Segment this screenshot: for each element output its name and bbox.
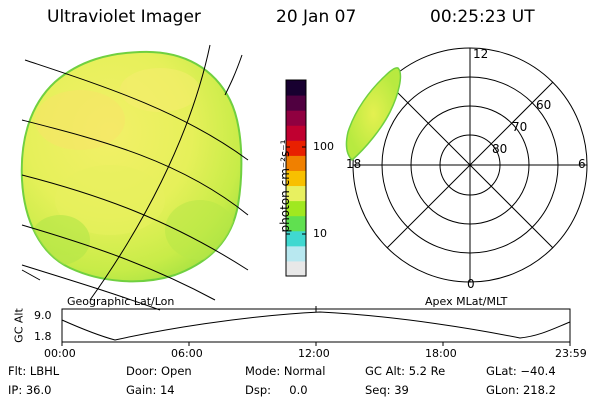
- altitude-xtick: 12:00: [298, 347, 330, 360]
- mlt-label-18: 18: [346, 157, 362, 171]
- altitude-xtick: 06:00: [171, 347, 203, 360]
- colorbar-cell: [286, 125, 306, 141]
- altitude-ytick-max: 9.0: [34, 309, 52, 322]
- mlat-label-80: 80: [492, 142, 508, 156]
- info-ip: IP: 36.0: [8, 383, 52, 397]
- colorbar-cell: [286, 215, 306, 232]
- colorbar-cell: [286, 170, 306, 187]
- info-seq: Seq: 39: [365, 383, 409, 397]
- info-door: Door: Open: [126, 364, 192, 378]
- colorbar-cell: [286, 185, 306, 202]
- info-filter: Flt: LBHL: [8, 364, 60, 378]
- mlt-label-12: 12: [473, 47, 489, 61]
- colorbar-cell: [286, 155, 306, 171]
- earth-disk: [20, 50, 243, 283]
- altitude-xtick: 23:59: [555, 347, 587, 360]
- date-label: 20 Jan 07: [276, 7, 357, 27]
- time-label: 00:25:23 UT: [430, 7, 535, 27]
- altitude-ylabel: GC Alt: [12, 308, 26, 343]
- instrument-title: Ultraviolet Imager: [47, 7, 201, 27]
- colorbar-cell: [286, 245, 306, 262]
- altitude-xtick: 18:00: [425, 347, 457, 360]
- colorbar-cell: [286, 140, 306, 156]
- colorbar-tick-10: 10: [313, 227, 327, 240]
- info-dsp: Dsp: 0.0: [245, 383, 308, 397]
- colorbar-cell: [286, 260, 306, 277]
- mlat-label-70: 70: [512, 120, 528, 134]
- colorbar-cell: [286, 80, 306, 96]
- colorbar-cell: [286, 110, 306, 126]
- geo-caption: Geographic Lat/Lon: [67, 295, 175, 308]
- info-glat: GLat: −40.4: [486, 364, 556, 378]
- info-mode: Mode: Normal: [245, 364, 326, 378]
- lat-lon-grid: [21, 44, 249, 311]
- colorbar-cell: [286, 200, 306, 217]
- mlt-label-0: 0: [467, 277, 475, 291]
- info-glon: GLon: 218.2: [486, 383, 556, 397]
- colorbar-cell: [286, 95, 306, 111]
- info-gc-alt: GC Alt: 5.2 Re: [365, 364, 446, 378]
- info-gain: Gain: 14: [126, 383, 175, 397]
- altitude-xtick: 00:00: [44, 347, 76, 360]
- altitude-ytick-min: 1.8: [34, 330, 52, 343]
- auroral-oval: [345, 67, 402, 162]
- colorbar-tick-100: 100: [313, 140, 334, 153]
- colorbar-cell: [286, 230, 306, 247]
- mlt-label-6: 6: [578, 157, 586, 171]
- mlat-label-60: 60: [536, 98, 552, 112]
- polar-caption: Apex MLat/MLT: [425, 295, 508, 308]
